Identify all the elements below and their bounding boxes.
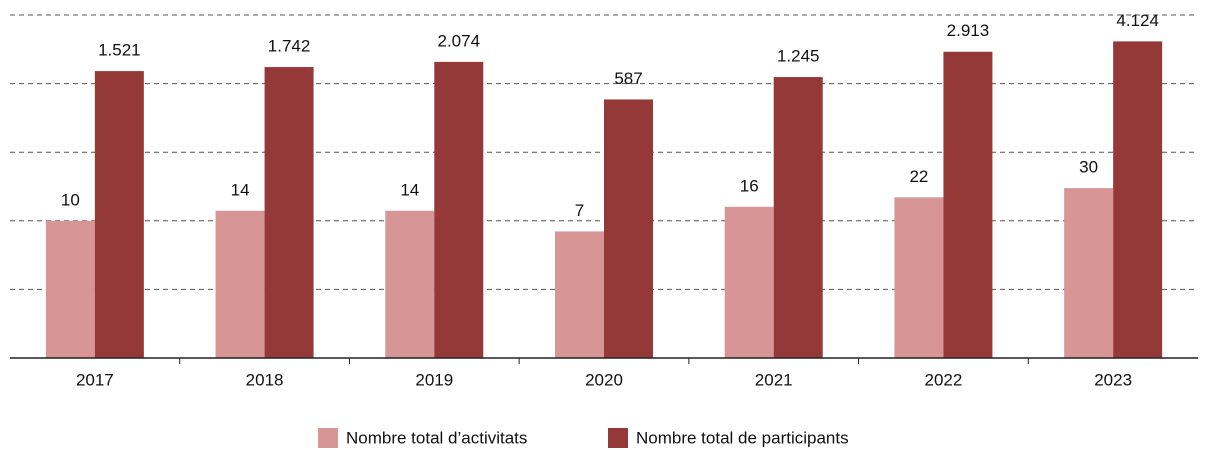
data-label: 587 (614, 69, 642, 88)
data-label: 14 (400, 180, 419, 199)
data-label: 1.245 (777, 47, 820, 66)
x-tick-label: 2020 (585, 370, 623, 389)
bar (215, 210, 265, 358)
legend-label: Nombre total de participants (636, 428, 849, 447)
x-tick-label: 2023 (1094, 370, 1132, 389)
data-label: 10 (61, 190, 80, 209)
bar (94, 71, 144, 359)
x-tick-label: 2021 (755, 370, 793, 389)
data-label: 22 (909, 167, 928, 186)
x-tick-label: 2017 (76, 370, 114, 389)
data-label: 16 (740, 176, 759, 195)
legend-label: Nombre total d’activitats (346, 428, 527, 447)
data-label: 14 (231, 180, 250, 199)
legend-swatch (318, 428, 338, 448)
bar (1113, 41, 1163, 359)
bar (724, 206, 774, 358)
data-label: 1.521 (98, 41, 141, 60)
data-label: 7 (575, 201, 584, 220)
bar (45, 220, 95, 358)
data-label: 1.742 (268, 37, 311, 56)
data-label: 2.913 (947, 21, 990, 40)
bar (604, 99, 653, 358)
bar (894, 197, 944, 358)
data-label: 4.124 (1116, 11, 1159, 30)
bar (385, 210, 435, 358)
x-tick-label: 2022 (925, 370, 963, 389)
bar (434, 61, 484, 359)
x-tick-label: 2018 (246, 370, 284, 389)
bar (773, 77, 823, 358)
data-label: 2.074 (438, 31, 481, 50)
data-label: 30 (1079, 158, 1098, 177)
bar (555, 231, 604, 358)
bar (943, 51, 993, 358)
bar (264, 67, 314, 359)
bar (1064, 188, 1114, 358)
x-tick-label: 2019 (415, 370, 453, 389)
legend-swatch (608, 428, 628, 448)
